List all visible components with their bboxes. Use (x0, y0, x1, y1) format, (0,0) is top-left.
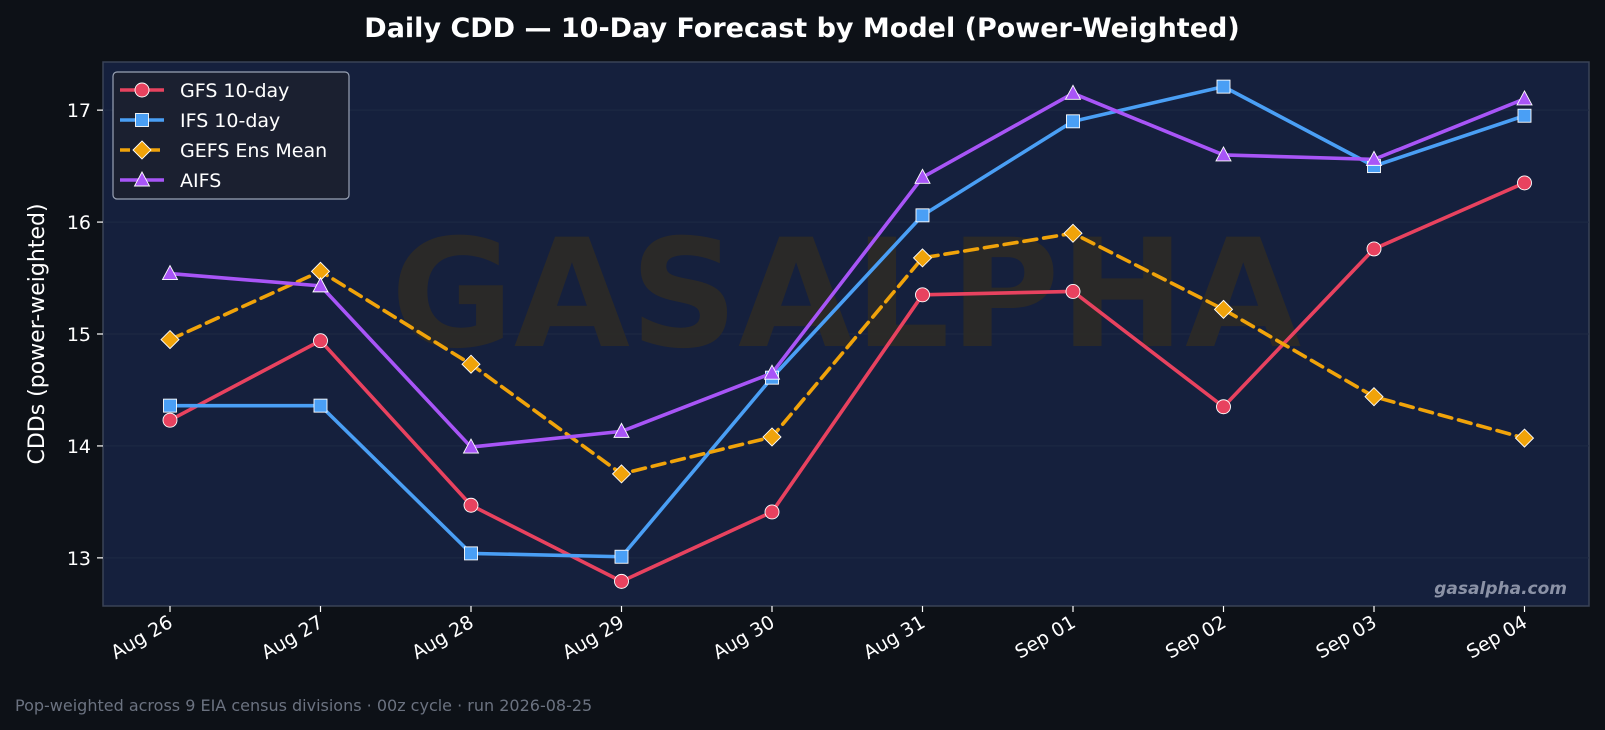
data-point (162, 412, 178, 428)
data-point (461, 354, 481, 374)
data-point (912, 248, 933, 268)
data-point (464, 546, 478, 561)
data-point (160, 329, 180, 350)
series-line (168, 84, 1527, 559)
x-tick-label: Aug 30 (709, 611, 778, 664)
y-tick-label: 17 (67, 100, 91, 122)
data-point (614, 549, 629, 564)
legend-box (112, 71, 350, 200)
data-point (1517, 108, 1532, 123)
legend-label: GFS 10-day (180, 80, 289, 102)
x-tick-label: Sep 04 (1463, 611, 1531, 663)
x-tick-label: Sep 03 (1312, 611, 1380, 663)
series-gefs-ens-mean (160, 223, 1535, 484)
data-point (1064, 84, 1082, 100)
x-tick-label: Aug 28 (408, 611, 477, 664)
series-ifs-10-day (163, 79, 1532, 564)
data-point (1365, 150, 1383, 166)
data-point (1516, 89, 1533, 106)
x-tick-label: Aug 26 (107, 611, 176, 664)
legend: GFS 10-day IFS 10-day GEFS Ens Mean AIFS (112, 71, 350, 200)
x-tick-label: Sep 01 (1011, 611, 1079, 663)
x-tick-label: Aug 27 (258, 611, 327, 664)
y-tick-label: 15 (67, 324, 91, 346)
data-point (462, 438, 480, 454)
grid (103, 109, 1589, 559)
series-gfs-10-day (162, 175, 1532, 589)
data-point (163, 398, 177, 413)
data-point (915, 208, 930, 223)
y-tick-label: 13 (67, 548, 91, 570)
series-line (168, 91, 1527, 449)
data-point (1066, 114, 1080, 129)
x-tick-label: Aug 29 (559, 611, 628, 664)
data-point (763, 364, 781, 380)
data-point (1216, 399, 1231, 415)
data-point (313, 333, 328, 349)
data-point (614, 573, 629, 589)
data-point (1364, 387, 1384, 407)
data-point (915, 287, 930, 303)
legend-marker (133, 171, 151, 187)
series-aifs (161, 84, 1533, 454)
x-tick-label: Sep 02 (1162, 611, 1230, 663)
data-point (1514, 428, 1535, 448)
legend-label: AIFS (180, 170, 221, 192)
data-point (463, 497, 479, 513)
data-point (312, 276, 329, 293)
data-point (762, 427, 782, 447)
data-point (1215, 145, 1232, 162)
legend-marker (132, 140, 152, 160)
data-point (613, 422, 630, 438)
chart-title: Daily CDD — 10-Day Forecast by Model (Po… (364, 13, 1239, 44)
data-point (764, 504, 780, 520)
legend-label: GEFS Ens Mean (180, 140, 327, 162)
x-tick-label: Aug 31 (860, 611, 929, 664)
legend-label: IFS 10-day (180, 110, 280, 132)
data-point (1517, 175, 1532, 191)
site-label: gasalpha.com (1434, 579, 1567, 599)
footer-note: Pop-weighted across 9 EIA census divisio… (15, 696, 592, 715)
y-tick-label: 14 (67, 436, 91, 458)
data-point (161, 264, 179, 281)
data-point (611, 464, 632, 484)
legend-marker (135, 113, 149, 127)
data-point (1063, 223, 1083, 243)
data-point (1366, 241, 1382, 257)
y-axis-label: CDDs (power-weighted) (25, 203, 50, 464)
legend-marker (134, 82, 150, 98)
data-point (313, 398, 328, 413)
series-layer (160, 79, 1535, 589)
data-point (1213, 299, 1234, 320)
series-line (168, 181, 1527, 584)
data-point (1065, 284, 1081, 299)
series-line (168, 231, 1527, 476)
y-tick-label: 16 (67, 212, 91, 234)
watermark: GASALPHA (391, 208, 1301, 382)
data-point (1216, 79, 1231, 94)
data-point (914, 168, 931, 184)
